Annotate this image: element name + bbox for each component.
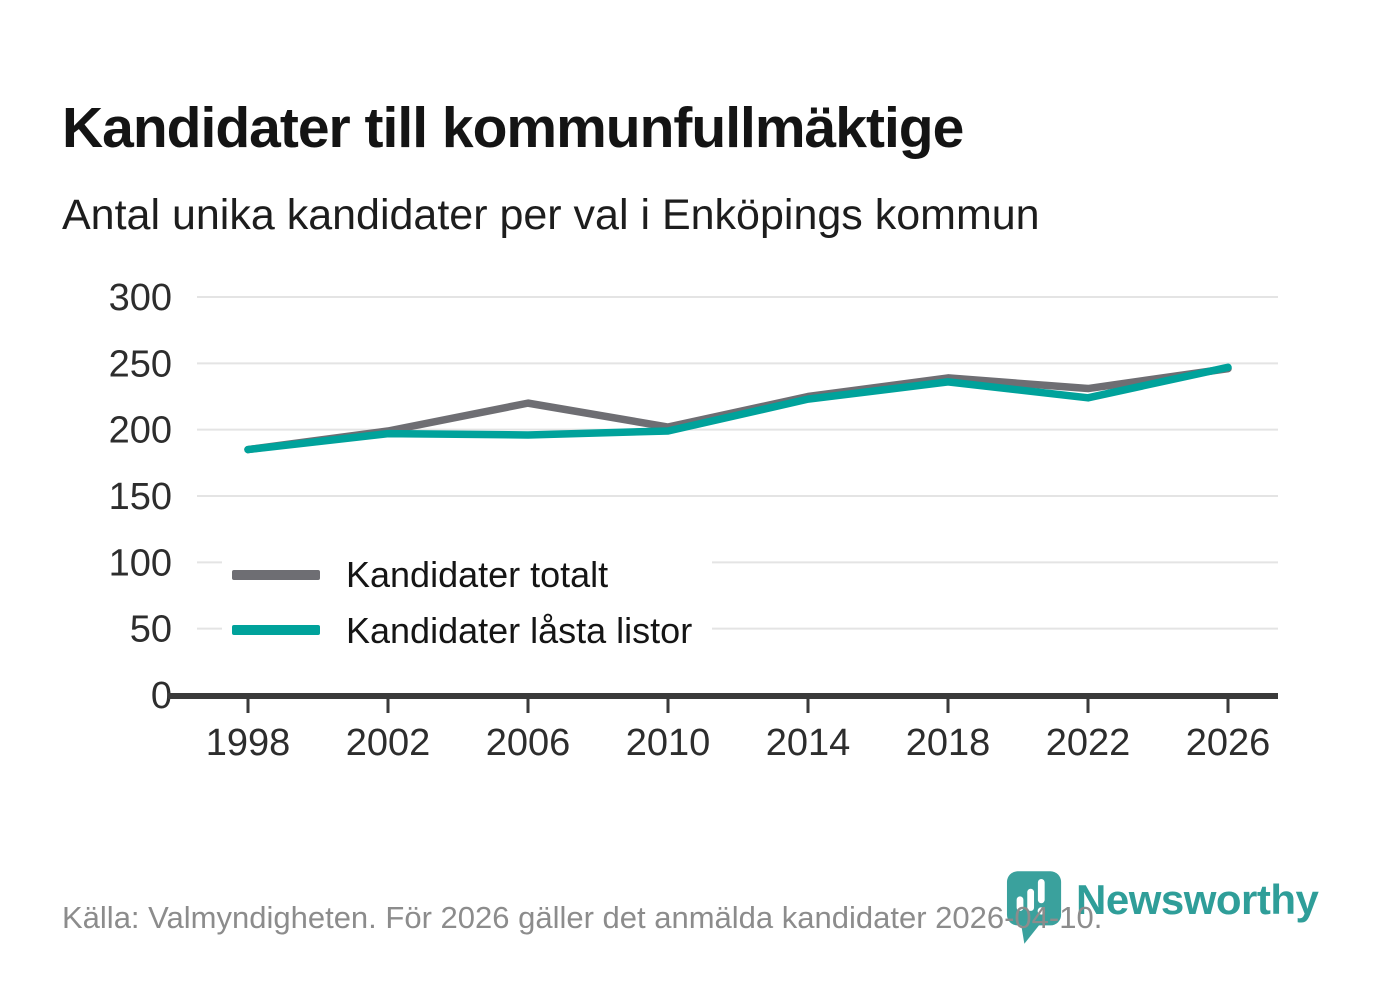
x-tick-label: 2022 bbox=[1046, 722, 1131, 764]
y-tick-label: 200 bbox=[109, 410, 172, 452]
y-tick-label: 300 bbox=[109, 277, 172, 319]
newsworthy-wordmark: Newsworthy bbox=[1076, 876, 1319, 923]
y-tick-label: 0 bbox=[151, 675, 172, 717]
page-title: Kandidater till kommunfullmäktige bbox=[62, 96, 964, 161]
y-tick-label: 250 bbox=[109, 343, 172, 385]
y-tick-label: 50 bbox=[130, 609, 172, 651]
x-tick-label: 2010 bbox=[626, 722, 711, 764]
y-tick-label: 100 bbox=[109, 542, 172, 584]
legend-label-kandidater-totalt: Kandidater totalt bbox=[346, 554, 609, 595]
x-tick-label: 1998 bbox=[206, 722, 291, 764]
x-tick-label: 2002 bbox=[346, 722, 431, 764]
legend-swatch-kandidater-lasta-listor bbox=[232, 625, 320, 636]
x-tick-label: 2014 bbox=[766, 722, 851, 764]
y-tick-label: 150 bbox=[109, 476, 172, 518]
x-tick-label: 2026 bbox=[1186, 722, 1271, 764]
x-tick-label: 2018 bbox=[906, 722, 991, 764]
newsworthy-logo-icon bbox=[1006, 871, 1062, 944]
chart-subtitle: Antal unika kandidater per val i Enköpin… bbox=[62, 191, 1040, 239]
legend-item-kandidater-totalt: Kandidater totalt bbox=[232, 555, 692, 595]
series-line-kandidater-lasta-listor bbox=[244, 363, 1232, 454]
legend: Kandidater totalt Kandidater låsta listo… bbox=[222, 549, 713, 661]
legend-item-kandidater-lasta-listor: Kandidater låsta listor bbox=[232, 609, 693, 651]
x-tick-label: 2006 bbox=[486, 722, 571, 764]
source-note: Källa: Valmyndigheten. För 2026 gäller d… bbox=[62, 900, 1103, 935]
legend-label-kandidater-lasta-listor: Kandidater låsta listor bbox=[346, 609, 693, 651]
legend-swatch-kandidater-totalt bbox=[232, 569, 320, 580]
newsworthy-logo: Newsworthy bbox=[1006, 870, 1319, 948]
